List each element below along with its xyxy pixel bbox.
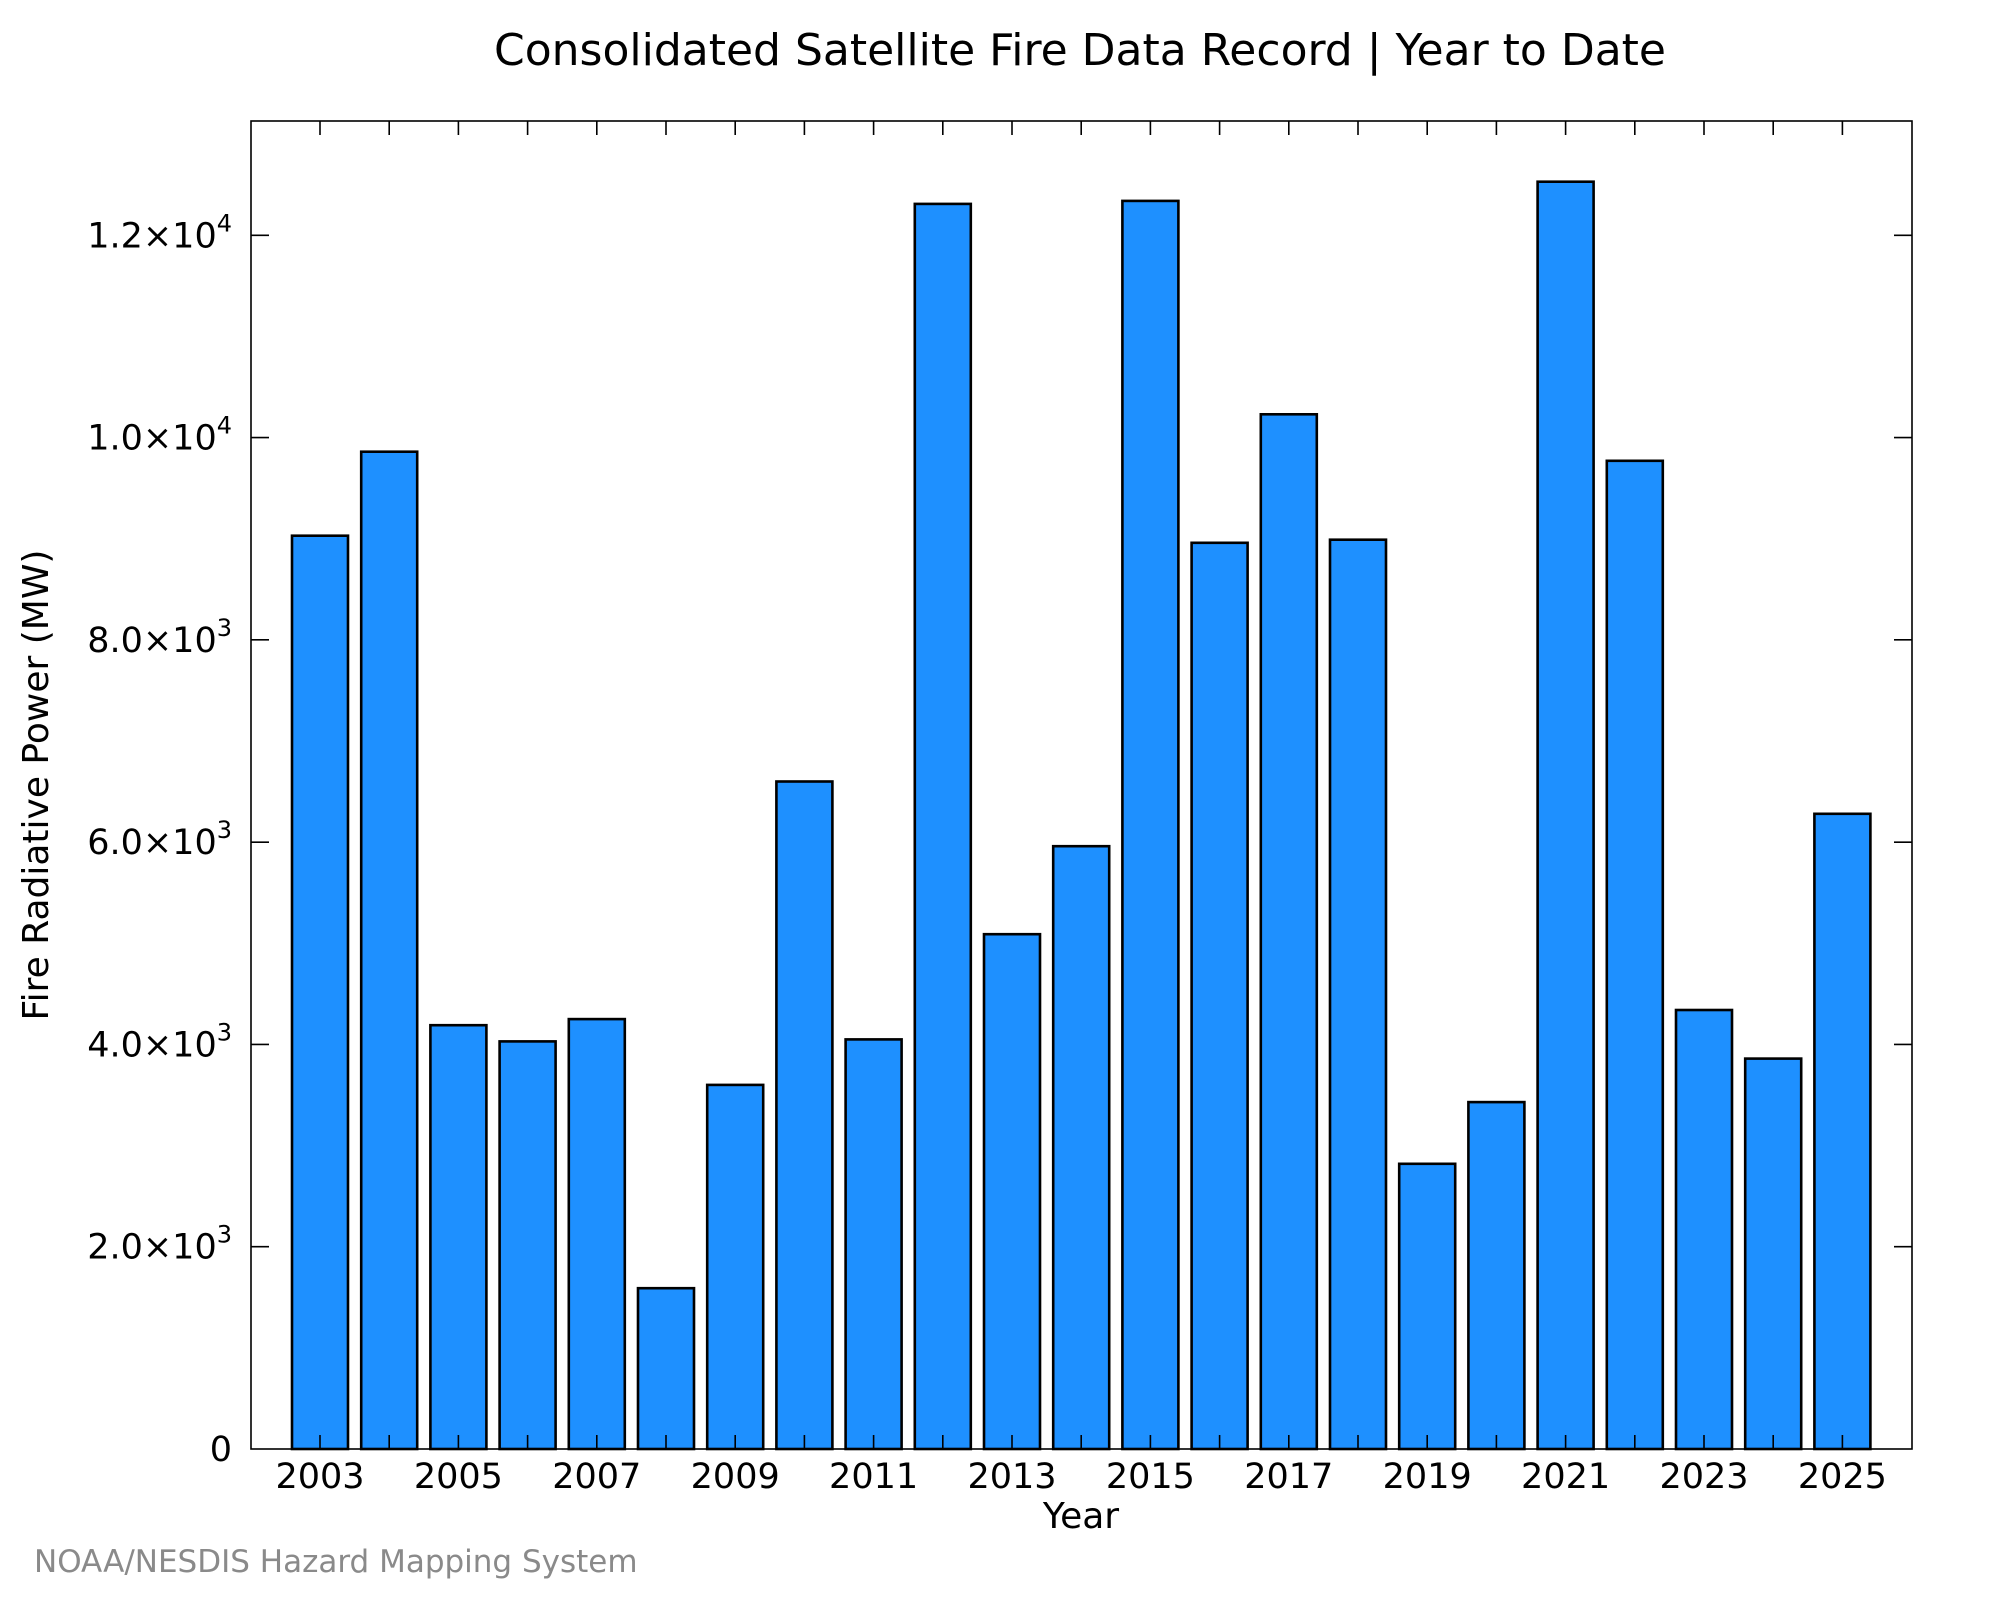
- x-tick-label-2013: 2013: [967, 1457, 1056, 1497]
- x-tick-label-2011: 2011: [829, 1457, 918, 1497]
- bar-2019: [1397, 1162, 1457, 1451]
- y-tick-label: 8.0×103: [87, 614, 232, 661]
- bar-2011: [844, 1038, 903, 1451]
- bar-2010: [775, 780, 834, 1451]
- bars-group: [290, 180, 1872, 1451]
- x-tick-label-2005: 2005: [414, 1457, 503, 1497]
- bar-2005: [429, 1023, 488, 1451]
- x-tick-label-2003: 2003: [275, 1457, 364, 1497]
- bar-2014: [1051, 844, 1111, 1451]
- bar-2008: [636, 1286, 696, 1451]
- y-tick-label: 0: [210, 1430, 232, 1470]
- x-tick-label-2019: 2019: [1383, 1457, 1472, 1497]
- y-tick-label: 6.0×103: [87, 816, 232, 863]
- bar-2023: [1674, 1008, 1734, 1451]
- y-tick-label: 1.0×104: [87, 412, 232, 459]
- y-axis-label: Fire Radiative Power (MW): [16, 550, 57, 1021]
- x-tick-label-2023: 2023: [1659, 1457, 1748, 1497]
- credit-text: NOAA/NESDIS Hazard Mapping System: [34, 1544, 638, 1580]
- bar-2020: [1467, 1100, 1526, 1451]
- x-tick-label-2009: 2009: [691, 1457, 780, 1497]
- x-tick-label-2007: 2007: [552, 1457, 641, 1497]
- chart-title: Consolidated Satellite Fire Data Record …: [494, 25, 1666, 76]
- bar-2025: [1813, 812, 1872, 1451]
- y-tick-label: 1.2×104: [87, 209, 232, 256]
- bar-2015: [1121, 199, 1180, 1451]
- bar-2016: [1190, 541, 1249, 1451]
- bar-2018: [1328, 538, 1388, 1451]
- bar-2007: [567, 1017, 627, 1451]
- bar-2022: [1605, 459, 1665, 1451]
- y-axis-ticks: 0 2.0×103 4.0×103 6.0×103 8.0×103 1.0×104 1.2×…: [87, 209, 1912, 1470]
- bar-2012: [913, 202, 973, 1451]
- x-axis-label: Year: [1042, 1496, 1119, 1537]
- x-tick-label-2017: 2017: [1244, 1457, 1333, 1497]
- bar-2021: [1536, 180, 1595, 1451]
- bar-2004: [359, 450, 419, 1451]
- bar-2009: [705, 1083, 765, 1451]
- y-tick-label: 4.0×103: [87, 1018, 232, 1065]
- x-axis-ticks: 2003 2005 2007 2009 2011 2013 2015 2017 2019 2021…: [275, 121, 1887, 1497]
- y-tick-label: 2.0×103: [87, 1221, 232, 1268]
- x-tick-label-2015: 2015: [1106, 1457, 1195, 1497]
- bar-2003: [290, 534, 350, 1451]
- bar-2017: [1259, 412, 1319, 1451]
- bar-2013: [982, 932, 1042, 1451]
- bar-2024: [1743, 1057, 1803, 1451]
- bar-2006: [498, 1040, 557, 1451]
- x-tick-label-2025: 2025: [1798, 1457, 1887, 1497]
- x-tick-label-2021: 2021: [1521, 1457, 1610, 1497]
